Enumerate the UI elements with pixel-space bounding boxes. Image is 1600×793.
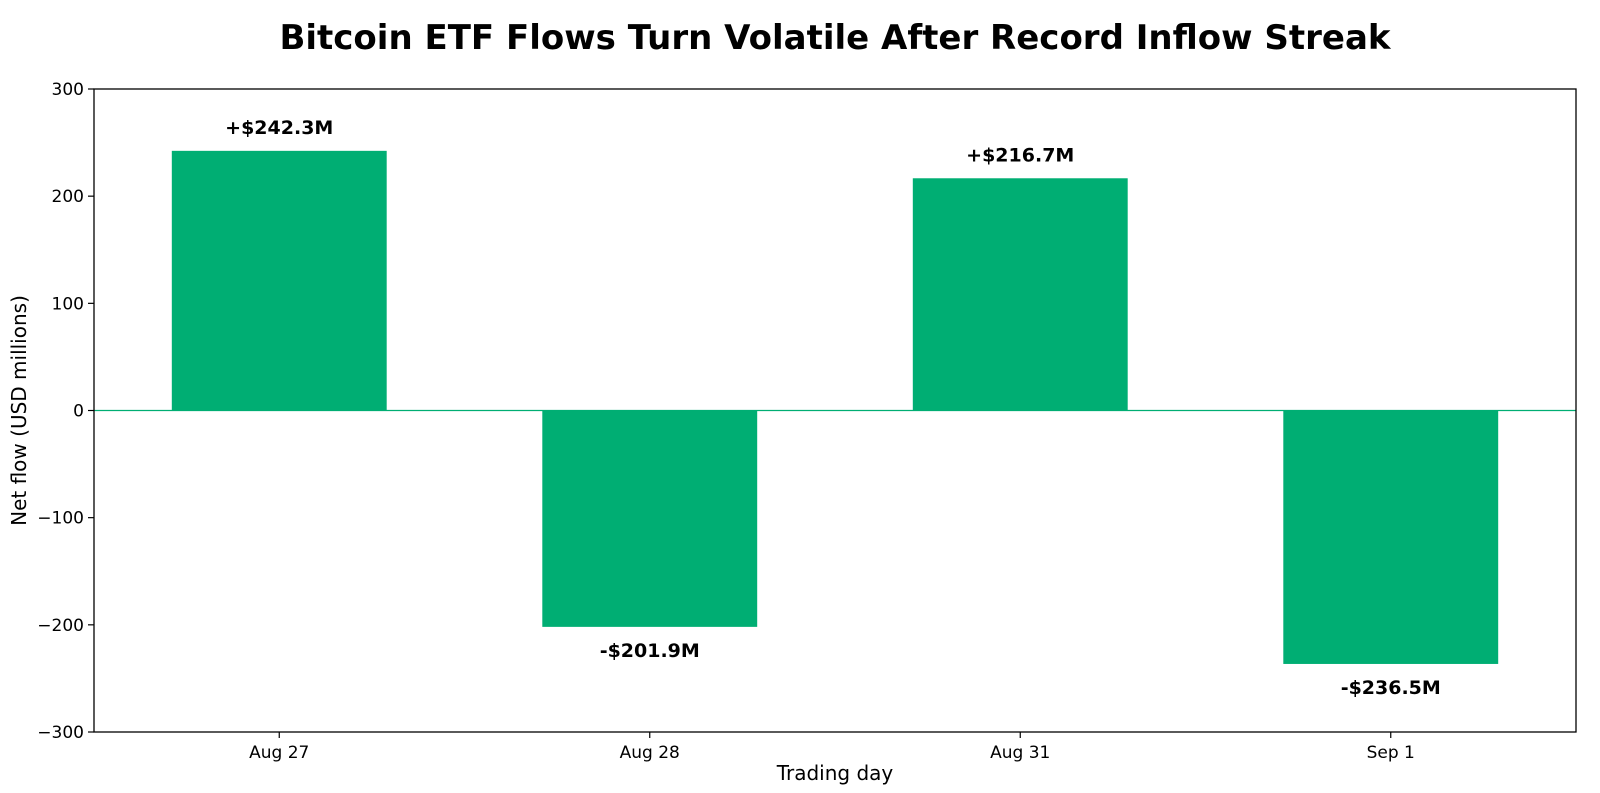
bars-layer — [171, 150, 1499, 664]
data-label: +$216.7M — [966, 144, 1074, 166]
data-label: +$242.3M — [225, 117, 333, 139]
x-tick-label: Sep 1 — [1367, 743, 1415, 763]
bar-aug-27 — [171, 150, 387, 411]
y-tick-label: 200 — [52, 187, 84, 207]
data-label: -$236.5M — [1341, 677, 1441, 699]
bar-sep-1 — [1283, 410, 1499, 664]
y-tick-label: −200 — [37, 616, 84, 636]
x-tick-label: Aug 27 — [249, 743, 309, 763]
x-axis-label: Trading day — [776, 761, 894, 785]
y-tick-label: 100 — [52, 294, 84, 314]
x-axis: Aug 27 Aug 28 Aug 31 Sep 1 — [249, 732, 1415, 763]
x-tick-label: Aug 28 — [620, 743, 680, 763]
y-tick-label: −100 — [37, 509, 84, 529]
y-axis-label: Net flow (USD millions) — [7, 295, 31, 526]
y-tick-label: −300 — [37, 723, 84, 743]
bar-aug-31 — [912, 178, 1128, 411]
chart-title: Bitcoin ETF Flows Turn Volatile After Re… — [279, 18, 1391, 58]
x-tick-label: Aug 31 — [990, 743, 1050, 763]
data-label: -$201.9M — [600, 640, 700, 662]
y-tick-label: 300 — [52, 80, 84, 100]
bar-aug-28 — [542, 410, 758, 627]
y-tick-label: 0 — [73, 402, 84, 422]
y-axis: 300 200 100 0 −100 −200 −300 — [37, 80, 94, 743]
data-labels: +$242.3M -$201.9M +$216.7M -$236.5M — [225, 117, 1441, 699]
